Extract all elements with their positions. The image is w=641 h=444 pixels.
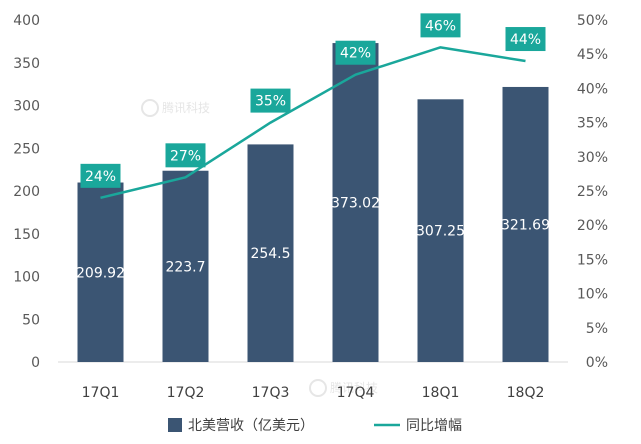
left-tick-label: 100	[13, 270, 40, 286]
growth-label: 46%	[425, 18, 456, 34]
watermark-text: 腾讯科技	[330, 380, 378, 395]
left-axis: 0 50 100 150 200 250 300 350 400	[13, 13, 40, 371]
right-tick-label: 45%	[577, 47, 608, 63]
growth-label: 27%	[170, 148, 201, 164]
left-tick-label: 300	[13, 99, 40, 115]
category-label: 18Q2	[507, 385, 545, 401]
right-tick-label: 35%	[577, 116, 608, 132]
category-label: 17Q4	[337, 385, 375, 401]
legend: 北美营收（亿美元） 同比增幅	[168, 418, 462, 434]
category-label: 17Q3	[252, 385, 290, 401]
bars: 209.92 223.7 254.5 373.02 307.25 321.69	[76, 43, 550, 363]
growth-line	[100, 46, 526, 200]
growth-label-box	[80, 163, 121, 188]
watermark-logo-icon	[141, 99, 159, 117]
growth-label: 24%	[85, 169, 116, 185]
left-tick-label: 50	[22, 312, 40, 328]
bar-value-label: 321.69	[501, 217, 550, 233]
right-tick-label: 30%	[577, 150, 608, 166]
watermark-text: 腾讯科技	[162, 100, 210, 115]
bar-value-label: 209.92	[76, 265, 125, 281]
left-tick-label: 250	[13, 141, 40, 157]
legend-line-label: 同比增幅	[406, 418, 462, 434]
bar-value-label: 223.7	[165, 259, 205, 275]
left-tick-label: 400	[13, 13, 40, 29]
legend-bar-swatch	[168, 418, 182, 432]
growth-label-box	[165, 143, 206, 168]
legend-bar-label: 北美营收（亿美元）	[188, 418, 314, 434]
growth-label: 35%	[255, 94, 286, 110]
category-label: 17Q1	[82, 385, 120, 401]
line-layer: 24% 27% 35% 42% 46% 44%	[80, 13, 546, 200]
right-tick-label: 0%	[586, 355, 608, 371]
growth-label-box	[505, 27, 546, 52]
category-label: 17Q2	[167, 385, 205, 401]
right-tick-label: 25%	[577, 184, 608, 200]
bar-value-label: 254.5	[250, 246, 290, 262]
category-label: 18Q1	[422, 385, 460, 401]
growth-label-box	[250, 88, 291, 113]
growth-label: 42%	[340, 46, 371, 62]
left-tick-label: 200	[13, 184, 40, 200]
bar-18Q2	[502, 86, 549, 362]
bar-value-label: 373.02	[331, 196, 380, 212]
right-tick-label: 15%	[577, 252, 608, 268]
bar-value-label: 307.25	[416, 224, 465, 240]
bar-17Q1	[77, 182, 124, 362]
growth-label-box	[420, 13, 461, 38]
left-tick-label: 0	[31, 355, 40, 371]
right-tick-label: 40%	[577, 81, 608, 97]
bar-17Q3	[247, 144, 294, 362]
left-tick-label: 150	[13, 227, 40, 243]
watermark-0: 腾讯科技	[141, 99, 210, 117]
growth-label-box	[335, 40, 376, 65]
watermark-1: 腾讯科技	[309, 379, 378, 397]
right-tick-label: 50%	[577, 13, 608, 29]
category-axis: 17Q1 17Q2 17Q3 17Q4 18Q1 18Q2	[82, 385, 545, 401]
watermark-logo-icon	[309, 379, 327, 397]
bar-18Q1	[417, 99, 464, 363]
right-tick-label: 5%	[586, 321, 608, 337]
bar-17Q2	[162, 170, 209, 362]
right-axis: 0% 5% 10% 15% 20% 25% 30% 35% 40% 45% 50%	[577, 13, 608, 371]
right-tick-label: 20%	[577, 218, 608, 234]
bar-17Q4	[332, 43, 379, 362]
right-tick-label: 10%	[577, 287, 608, 303]
left-tick-label: 350	[13, 56, 40, 72]
growth-label: 44%	[510, 32, 541, 48]
